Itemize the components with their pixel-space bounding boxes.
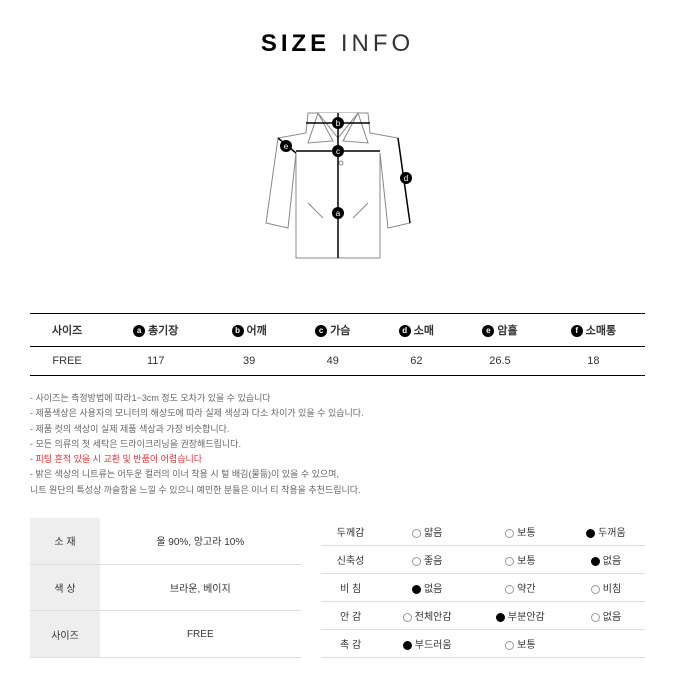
size-cell: 26.5 [458,347,542,376]
info-label: 사이즈 [30,611,100,658]
attr-option: 얇음 [381,518,474,546]
header-badge: e [482,325,494,337]
radio-icon [412,557,421,566]
attr-row: 신축성좋음보통없음 [321,546,645,574]
radio-icon [505,641,514,650]
size-header: a총기장 [104,314,207,347]
attr-option: 좋음 [381,546,474,574]
info-row: 색 상브라운, 베이지 [30,564,301,611]
size-table: 사이즈a총기장b어깨c가슴d소매e암홀f소매통 FREE11739496226.… [30,313,645,376]
attr-label: 촉 감 [321,630,381,658]
attr-option: 두꺼움 [567,518,645,546]
size-cell: 62 [375,347,459,376]
info-value: 브라운, 베이지 [100,564,301,611]
size-cell: 18 [542,347,645,376]
radio-icon [403,613,412,622]
page-title: SIZE INFO [30,30,645,58]
svg-text:a: a [335,209,340,218]
attr-option: 없음 [381,574,474,602]
radio-icon [505,557,514,566]
header-badge: a [133,325,145,337]
attr-option: 없음 [567,546,645,574]
attr-row: 안 감전체안감부분안감없음 [321,602,645,630]
note-line: - 제품색상은 사용자의 모니터의 해상도에 따라 실제 색상과 다소 차이가 … [30,406,645,421]
attr-label: 안 감 [321,602,381,630]
header-badge: d [399,325,411,337]
attr-option: 부분안감 [474,602,567,630]
attr-label: 두께감 [321,518,381,546]
bottom-section: 소 재울 90%, 앙고라 10%색 상브라운, 베이지사이즈FREE 두께감얇… [30,518,645,658]
attr-option [567,630,645,658]
svg-text:c: c [336,147,340,156]
note-line: - 모든 의류의 첫 세탁은 드라이크리닝을 권장해드립니다. [30,437,645,452]
radio-icon [505,585,514,594]
size-cell: FREE [30,347,104,376]
attr-option: 보통 [474,518,567,546]
attr-option: 없음 [567,602,645,630]
radio-icon [591,585,600,594]
attr-option: 부드러움 [381,630,474,658]
title-light: INFO [341,30,414,57]
attr-option: 보통 [474,630,567,658]
coat-diagram: b c d e a [30,83,645,283]
attr-table: 두께감얇음보통두꺼움신축성좋음보통없음비 침없음약간비침안 감전체안감부분안감없… [321,518,645,658]
info-value: 울 90%, 앙고라 10% [100,518,301,564]
info-row: 사이즈FREE [30,611,301,658]
size-header: 사이즈 [30,314,104,347]
notes-list: - 사이즈는 측정방법에 따라1~3cm 정도 오차가 있을 수 있습니다- 제… [30,391,645,498]
info-label: 색 상 [30,564,100,611]
radio-icon [496,613,505,622]
header-badge: b [232,325,244,337]
size-header: e암홀 [458,314,542,347]
attr-option: 보통 [474,546,567,574]
svg-text:e: e [283,142,288,151]
attr-option: 전체안감 [381,602,474,630]
radio-icon [505,529,514,538]
size-header: c가슴 [291,314,375,347]
svg-text:b: b [335,119,340,128]
note-line: 니트 원단의 특성상 까슬함을 느낄 수 있으니 예민한 분들은 이너 티 착용… [30,483,645,498]
header-badge: f [571,325,583,337]
radio-icon [591,613,600,622]
info-value: FREE [100,611,301,658]
size-cell: 117 [104,347,207,376]
radio-icon [591,557,600,566]
info-table: 소 재울 90%, 앙고라 10%색 상브라운, 베이지사이즈FREE [30,518,301,658]
note-line: - 제품 컷의 색상이 실제 제품 색상과 가장 비슷합니다. [30,422,645,437]
radio-icon [412,529,421,538]
title-bold: SIZE [261,30,330,57]
attr-option: 약간 [474,574,567,602]
radio-icon [403,641,412,650]
header-badge: c [315,325,327,337]
radio-icon [586,529,595,538]
size-header: d소매 [375,314,459,347]
note-line: - 사이즈는 측정방법에 따라1~3cm 정도 오차가 있을 수 있습니다 [30,391,645,406]
note-line: - 밝은 색상의 니트류는 어두운 컬러의 이너 착용 시 털 배김(물듦)이 … [30,467,645,482]
radio-icon [412,585,421,594]
attr-row: 촉 감부드러움보통 [321,630,645,658]
note-line: - 피팅 흔적 있을 시 교환 및 반품이 어렵습니다 [30,452,645,467]
attr-row: 두께감얇음보통두꺼움 [321,518,645,546]
info-row: 소 재울 90%, 앙고라 10% [30,518,301,564]
size-cell: 39 [207,347,291,376]
size-cell: 49 [291,347,375,376]
size-row: FREE11739496226.518 [30,347,645,376]
attr-option: 비침 [567,574,645,602]
attr-label: 비 침 [321,574,381,602]
attr-label: 신축성 [321,546,381,574]
attr-row: 비 침없음약간비침 [321,574,645,602]
size-header: f소매통 [542,314,645,347]
svg-text:d: d [403,174,407,183]
size-header: b어깨 [207,314,291,347]
info-label: 소 재 [30,518,100,564]
